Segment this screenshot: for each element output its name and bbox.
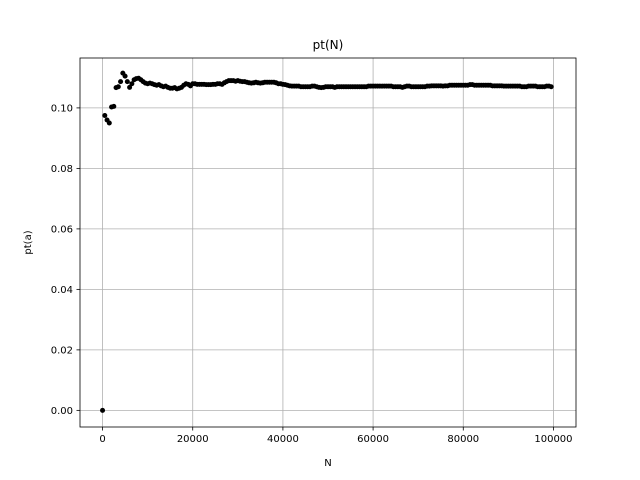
y-tick-label: 0.06: [51, 224, 73, 235]
y-tick-label: 0.08: [51, 164, 73, 175]
x-tick-label: 80000: [447, 434, 479, 445]
x-axis-label: N: [324, 458, 331, 469]
y-axis-label: pt(a): [23, 230, 34, 254]
plot-frame: [79, 57, 577, 428]
data-point: [106, 120, 112, 126]
y-tick-label: 0.10: [51, 103, 73, 114]
y-tick-label: 0.00: [51, 406, 73, 417]
x-ticks: 0 20000 40000 60000 80000 100000: [99, 427, 573, 445]
data-points: [100, 70, 554, 413]
x-tick-label: 100000: [534, 434, 572, 445]
data-point: [129, 81, 135, 87]
data-point: [127, 84, 133, 90]
grid: [80, 58, 576, 427]
data-point: [124, 79, 130, 85]
y-tick-label: 0.02: [51, 345, 73, 356]
plot-area: [80, 58, 576, 427]
y-tick-label: 0.04: [51, 285, 73, 296]
data-point: [111, 103, 117, 109]
x-tick-label: 20000: [177, 434, 209, 445]
data-point: [548, 84, 554, 90]
x-tick-label: 40000: [267, 434, 299, 445]
x-tick-label: 60000: [357, 434, 389, 445]
y-ticks: 0.00 0.02 0.04 0.06 0.08 0.10: [51, 103, 80, 417]
data-point: [115, 84, 121, 90]
x-tick-label: 0: [99, 434, 105, 445]
chart-title: pt(N): [313, 38, 344, 52]
data-point: [122, 73, 128, 79]
data-point: [100, 407, 106, 413]
data-point: [102, 112, 108, 118]
data-point: [118, 79, 124, 85]
